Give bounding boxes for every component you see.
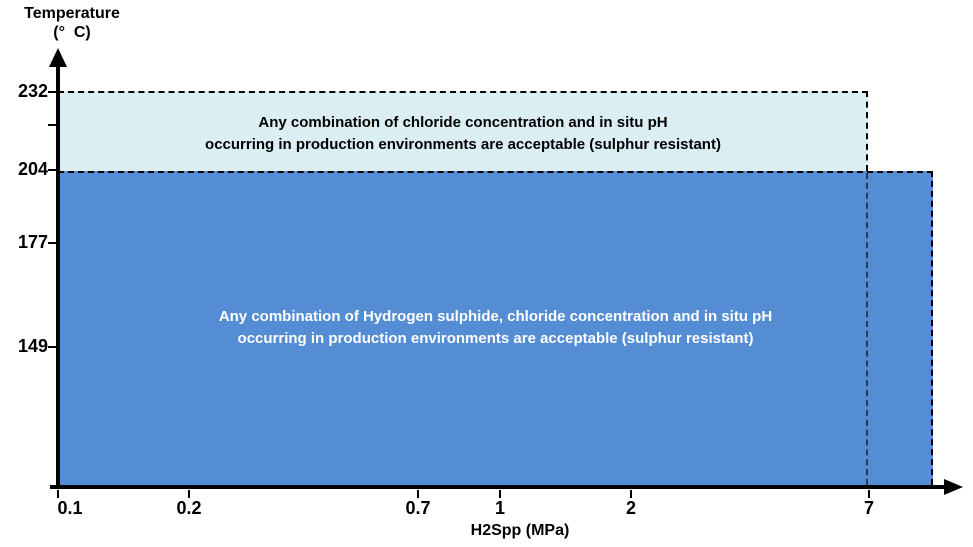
upper-acceptable-region — [58, 91, 868, 171]
x-tick-0_7 — [417, 490, 419, 498]
x-tick-7 — [868, 490, 870, 498]
y-tick-label-149: 149 — [17, 336, 48, 356]
y-tick-177 — [48, 242, 58, 244]
y-tick-label-232: 232 — [17, 81, 48, 101]
lower-acceptable-region — [58, 171, 933, 485]
lower-region-caption-line2: occurring in production environments are… — [237, 330, 754, 347]
upper-region-caption-line1: Any combination of chloride concentratio… — [258, 114, 668, 131]
x-tick-0_2 — [188, 490, 190, 498]
y-tick-label-177: 177 — [17, 232, 48, 252]
x-axis-line — [50, 485, 948, 489]
x-tick-label-0_1: 0.1 — [57, 498, 83, 518]
dashed-guide-at-7 — [866, 173, 868, 485]
x-tick-label-1: 1 — [494, 498, 506, 518]
upper-region-caption: Any combination of chloride concentratio… — [58, 112, 868, 156]
x-tick-label-0_2: 0.2 — [176, 498, 202, 518]
y-tick-label-204: 204 — [17, 159, 48, 179]
x-tick-1 — [499, 490, 501, 498]
y-axis-unit: (° C) — [53, 24, 91, 41]
x-tick-label-7: 7 — [863, 498, 875, 518]
y-axis-arrow-icon — [49, 48, 67, 67]
x-tick-label-0_7: 0.7 — [405, 498, 431, 518]
upper-region-caption-line2: occurring in production environments are… — [205, 136, 721, 153]
lower-region-caption-line1: Any combination of Hydrogen sulphide, ch… — [218, 308, 773, 325]
y-axis-title: Temperature (° C) — [16, 4, 128, 42]
x-axis-title: H2Spp (MPa) — [470, 522, 570, 539]
x-tick-label-2: 2 — [625, 498, 637, 518]
x-tick-0_1 — [57, 490, 59, 498]
y-tick-149 — [48, 346, 58, 348]
x-axis-arrow-icon — [944, 479, 963, 495]
y-axis-line — [56, 56, 60, 489]
x-tick-2 — [630, 490, 632, 498]
y-tick-204 — [48, 169, 58, 171]
lower-region-caption: Any combination of Hydrogen sulphide, ch… — [58, 306, 933, 350]
y-tick-unlabeled — [48, 124, 58, 126]
y-tick-232 — [48, 91, 58, 93]
y-axis-title-text: Temperature — [24, 5, 120, 22]
